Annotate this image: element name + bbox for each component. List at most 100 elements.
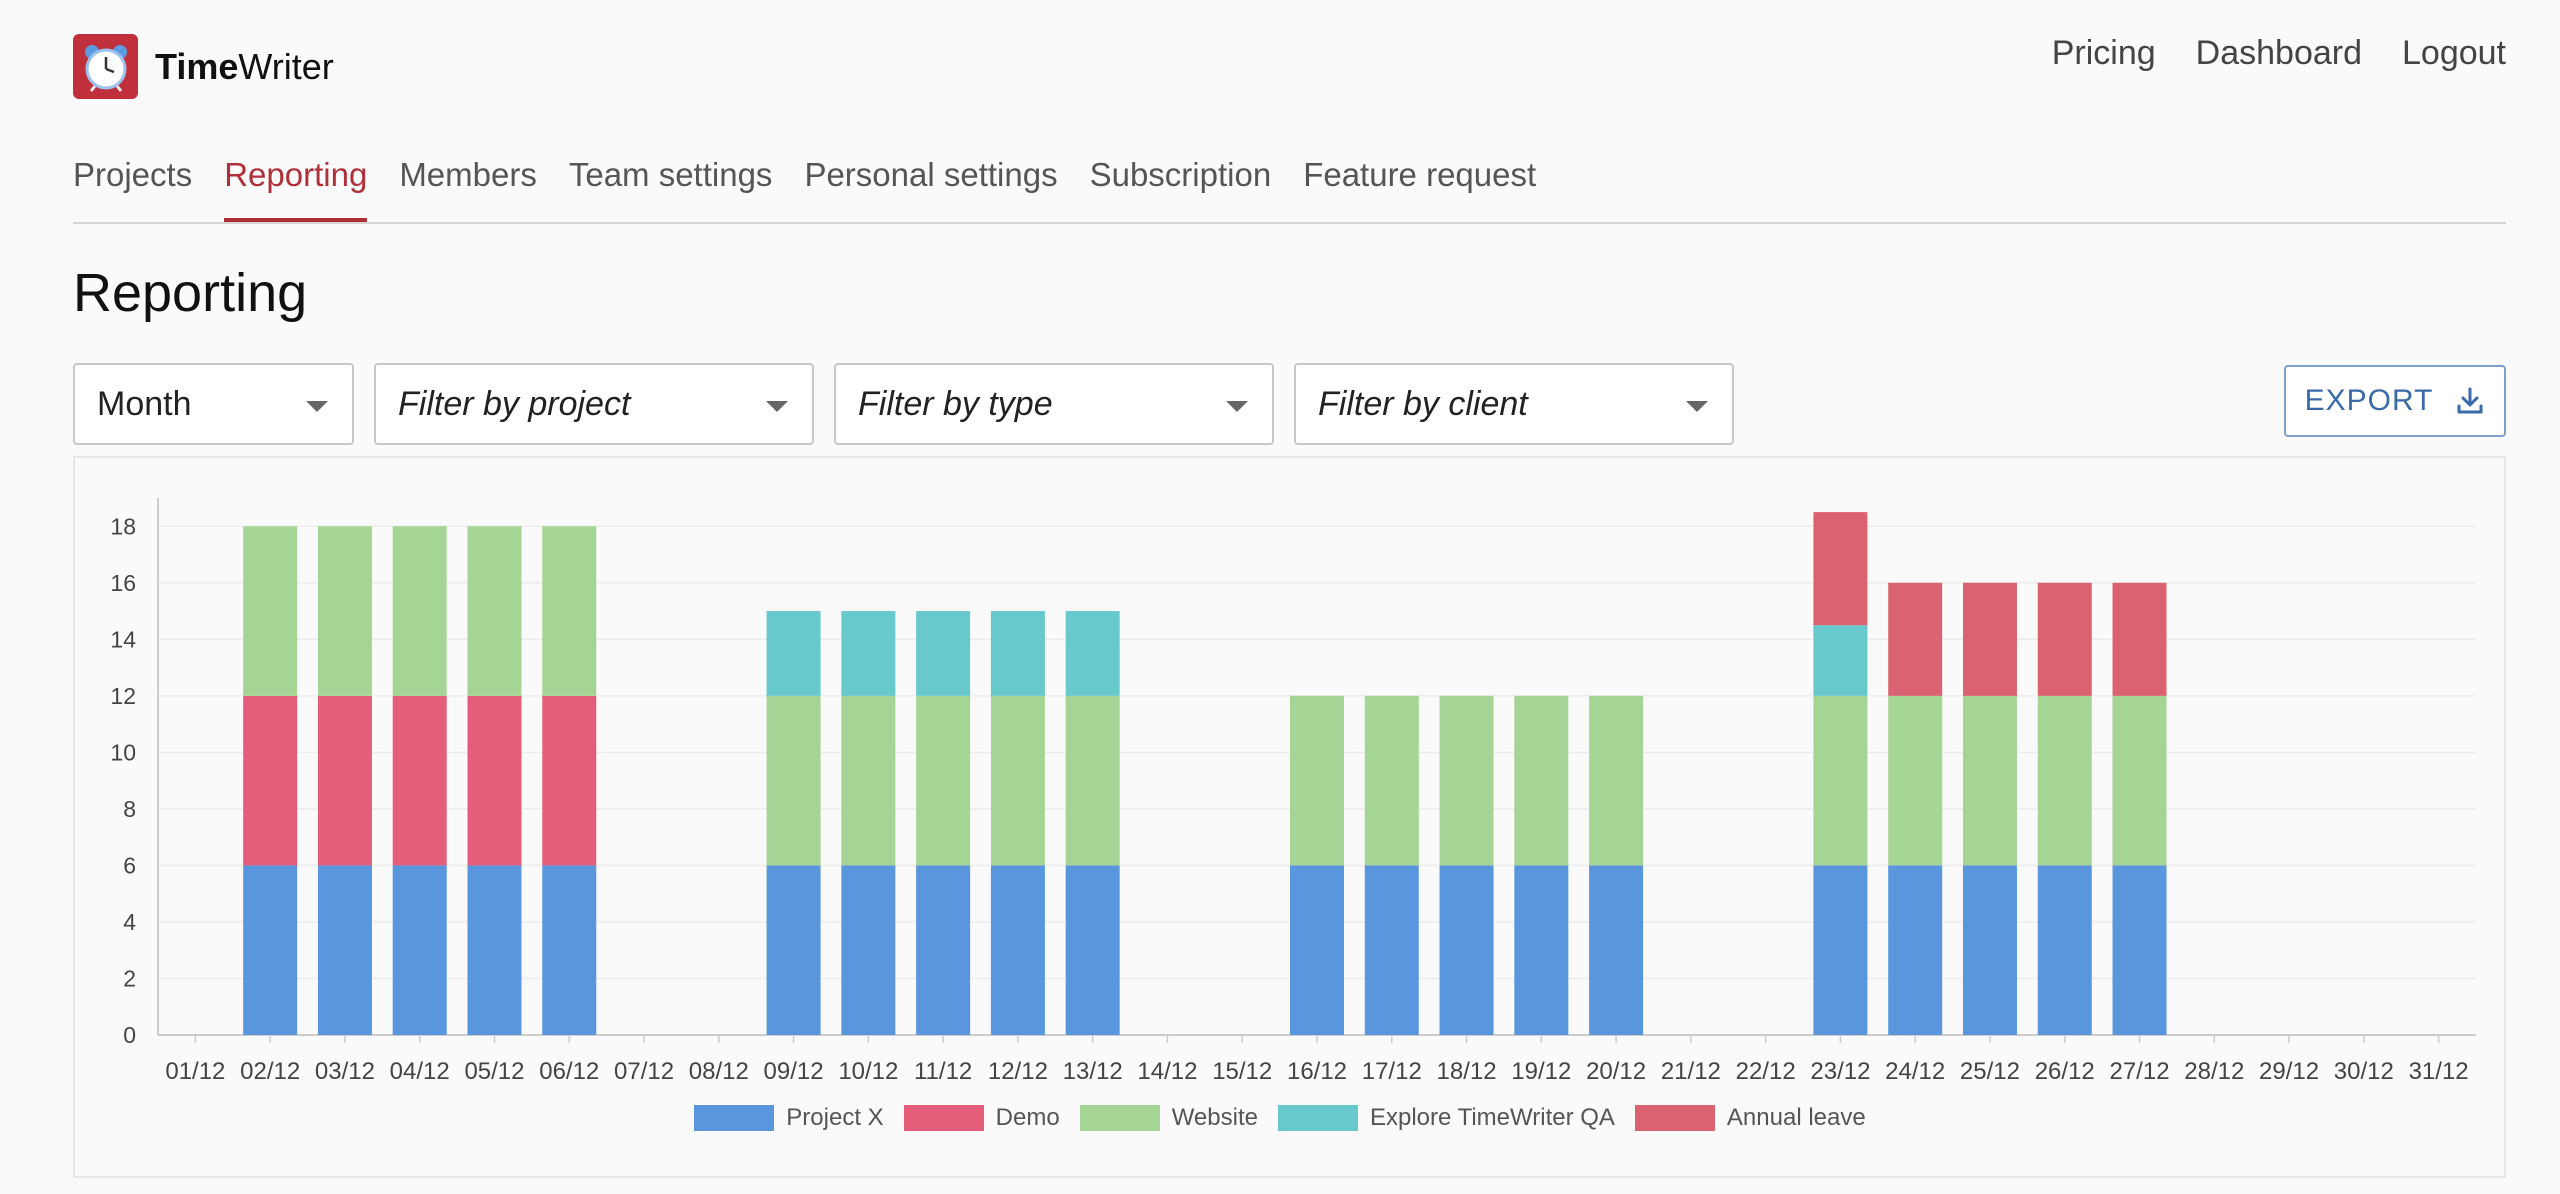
bar-project-x bbox=[1888, 865, 1943, 1035]
y-tick-label: 6 bbox=[123, 852, 136, 878]
download-icon bbox=[2457, 387, 2483, 414]
bar-explore-timewriter-qa bbox=[916, 611, 971, 696]
y-tick-label: 0 bbox=[123, 1022, 136, 1048]
nav-dashboard[interactable]: Dashboard bbox=[2195, 34, 2362, 72]
logo[interactable] bbox=[73, 34, 138, 99]
x-tick-label: 12/12 bbox=[988, 1058, 1048, 1085]
tab-projects[interactable]: Projects bbox=[73, 156, 193, 193]
bar-website bbox=[1290, 695, 1344, 866]
type-filter-placeholder: Filter by type bbox=[858, 384, 1053, 423]
chart-legend: Project X Demo Website Explore TimeWriter Q… bbox=[0, 1104, 2560, 1132]
x-tick-label: 18/12 bbox=[1437, 1058, 1497, 1085]
legend-item[interactable]: Project X bbox=[694, 1104, 884, 1132]
period-select[interactable]: Month bbox=[73, 363, 354, 445]
x-tick-label: 17/12 bbox=[1362, 1058, 1422, 1085]
bar-project-x bbox=[1065, 865, 1120, 1035]
tab-members[interactable]: Members bbox=[399, 156, 537, 193]
caret-down-icon bbox=[1686, 401, 1708, 412]
bar-demo bbox=[467, 695, 522, 866]
caret-down-icon bbox=[766, 401, 788, 412]
x-tick-label: 08/12 bbox=[689, 1058, 749, 1085]
bar-project-x bbox=[1364, 865, 1419, 1035]
y-tick-label: 2 bbox=[123, 965, 136, 991]
x-tick-label: 20/12 bbox=[1586, 1058, 1646, 1085]
x-tick-label: 15/12 bbox=[1212, 1058, 1272, 1085]
bar-website bbox=[2112, 695, 2167, 866]
caret-down-icon bbox=[306, 401, 328, 412]
bar-project-x bbox=[1514, 865, 1569, 1035]
bar-annual-leave bbox=[1813, 512, 1868, 626]
caret-down-icon bbox=[1226, 401, 1248, 412]
bar-annual-leave bbox=[1962, 582, 2017, 696]
x-tick-label: 13/12 bbox=[1063, 1058, 1123, 1085]
legend-swatch bbox=[903, 1105, 984, 1131]
bar-website bbox=[1364, 695, 1419, 866]
bar-explore-timewriter-qa bbox=[990, 611, 1045, 696]
x-tick-label: 05/12 bbox=[464, 1058, 524, 1085]
client-filter[interactable]: Filter by client bbox=[1294, 363, 1734, 445]
bar-website bbox=[1888, 695, 1943, 866]
x-tick-label: 22/12 bbox=[1736, 1058, 1796, 1085]
legend-swatch bbox=[694, 1105, 775, 1131]
legend-item[interactable]: Explore TimeWriter QA bbox=[1277, 1104, 1615, 1132]
brand-name[interactable]: TimeWriter bbox=[155, 46, 334, 88]
tab-reporting[interactable]: Reporting bbox=[224, 150, 368, 222]
export-label: EXPORT bbox=[2304, 384, 2434, 417]
bar-website bbox=[916, 695, 971, 866]
bar-demo bbox=[317, 695, 372, 866]
x-tick-label: 11/12 bbox=[914, 1058, 972, 1085]
y-tick-label: 10 bbox=[110, 739, 136, 765]
x-tick-label: 04/12 bbox=[390, 1058, 450, 1085]
bar-project-x bbox=[766, 865, 821, 1035]
export-button[interactable]: EXPORT bbox=[2284, 365, 2506, 437]
tab-subscription[interactable]: Subscription bbox=[1089, 156, 1272, 193]
bar-website bbox=[1813, 695, 1868, 866]
x-tick-label: 30/12 bbox=[2334, 1058, 2394, 1085]
tab-personal-settings[interactable]: Personal settings bbox=[804, 156, 1058, 193]
x-tick-label: 03/12 bbox=[315, 1058, 375, 1085]
tab-feature-request[interactable]: Feature request bbox=[1303, 156, 1537, 193]
legend-label: Annual leave bbox=[1726, 1104, 1866, 1131]
brand-rest: Writer bbox=[238, 46, 334, 87]
bar-project-x bbox=[841, 865, 896, 1035]
x-tick-label: 25/12 bbox=[1960, 1058, 2020, 1085]
x-tick-label: 31/12 bbox=[2409, 1058, 2469, 1085]
legend-item[interactable]: Annual leave bbox=[1634, 1104, 1866, 1132]
x-tick-label: 29/12 bbox=[2259, 1058, 2319, 1085]
bar-website bbox=[392, 526, 447, 696]
bar-project-x bbox=[2037, 865, 2092, 1035]
type-filter[interactable]: Filter by type bbox=[834, 363, 1274, 445]
bar-project-x bbox=[317, 865, 372, 1035]
bar-website bbox=[243, 526, 298, 696]
bar-project-x bbox=[1813, 865, 1868, 1035]
x-tick-label: 19/12 bbox=[1511, 1058, 1571, 1085]
bar-project-x bbox=[1962, 865, 2017, 1035]
nav-logout[interactable]: Logout bbox=[2402, 34, 2506, 72]
legend-label: Project X bbox=[786, 1104, 884, 1131]
bar-annual-leave bbox=[2037, 582, 2092, 696]
legend-item[interactable]: Demo bbox=[903, 1104, 1060, 1132]
bar-project-x bbox=[243, 865, 298, 1035]
bar-project-x bbox=[1439, 865, 1494, 1035]
bar-project-x bbox=[392, 865, 447, 1035]
tab-team-settings[interactable]: Team settings bbox=[568, 156, 773, 193]
y-tick-label: 16 bbox=[110, 570, 136, 596]
project-filter[interactable]: Filter by project bbox=[374, 363, 814, 445]
x-tick-label: 23/12 bbox=[1810, 1058, 1870, 1085]
legend-item[interactable]: Website bbox=[1079, 1104, 1258, 1132]
bar-annual-leave bbox=[2112, 582, 2167, 696]
bar-explore-timewriter-qa bbox=[841, 611, 896, 696]
x-tick-label: 24/12 bbox=[1885, 1058, 1945, 1085]
bar-website bbox=[542, 526, 597, 696]
nav-pricing[interactable]: Pricing bbox=[2051, 34, 2156, 72]
top-nav: Pricing Dashboard Logout bbox=[2052, 34, 2506, 73]
tab-bar: Projects Reporting Members Team settings… bbox=[73, 150, 2506, 224]
legend-label: Website bbox=[1171, 1104, 1258, 1131]
legend-swatch bbox=[1079, 1105, 1160, 1131]
bar-website bbox=[766, 695, 821, 866]
x-tick-label: 06/12 bbox=[539, 1058, 599, 1085]
x-tick-label: 07/12 bbox=[614, 1058, 674, 1085]
bar-annual-leave bbox=[1888, 582, 1943, 696]
x-tick-label: 16/12 bbox=[1287, 1058, 1347, 1085]
y-tick-label: 4 bbox=[123, 909, 136, 935]
